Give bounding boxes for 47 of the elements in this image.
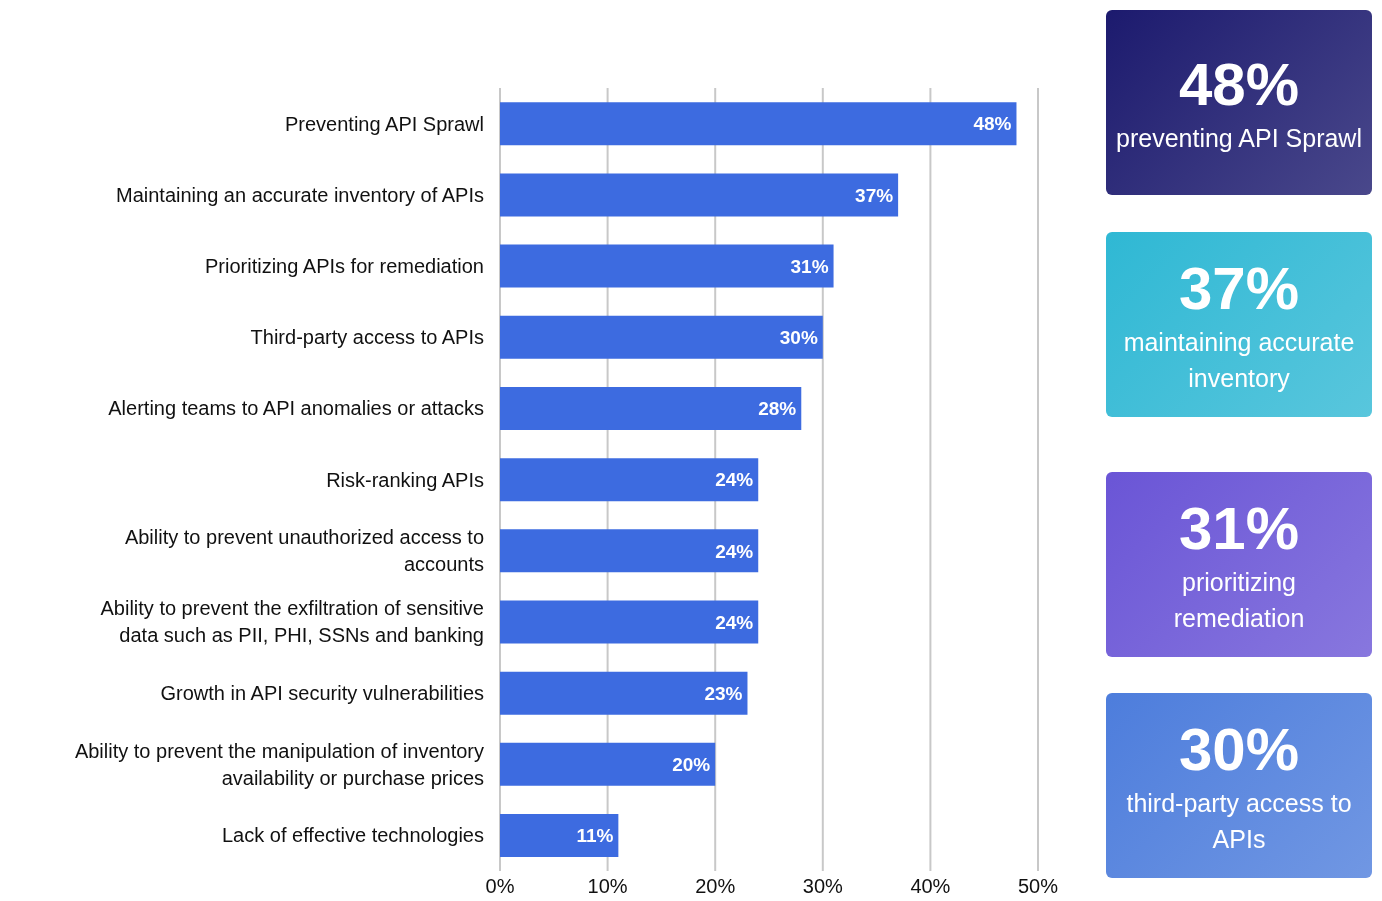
bar — [500, 386, 802, 430]
category-label: prioritizing remediation — [1172, 566, 1306, 634]
data-label: 24% — [715, 469, 754, 491]
bar — [500, 173, 899, 217]
y-tick-label: Ability to prevent the manipulation of inventory availability or purchase prices — [74, 739, 484, 789]
bar — [500, 244, 834, 288]
y-tick-label: Growth in API security vulnerabilities — [160, 682, 484, 705]
data-label: 20% — [672, 754, 711, 776]
bar — [500, 600, 759, 644]
bar — [500, 814, 619, 858]
data-label: 31% — [790, 255, 829, 277]
bar — [500, 458, 759, 502]
text: 37% — [1178, 254, 1300, 322]
y-tick-label: Ability to prevent the exfiltration of sensitive data such as PII, PHI, SSNs and banking — [100, 597, 484, 647]
y-tick-label: Maintaining an accurate inventory of APIs — [116, 183, 484, 206]
data-label: 48% — [973, 113, 1012, 135]
data-label: 24% — [715, 611, 754, 633]
text: 48% — [1178, 50, 1300, 118]
x-tick-label: 50% — [1017, 875, 1059, 898]
bar — [500, 102, 1017, 146]
category-label: preventing API Sprawl — [1115, 122, 1363, 154]
category-label: third-party access to APIs — [1125, 787, 1353, 855]
bar — [500, 671, 748, 715]
y-tick-label: Third-party access to APIs — [250, 326, 484, 349]
bar — [500, 315, 823, 359]
x-tick-label: 30% — [802, 875, 844, 898]
y-tick-label: Lack of effective technologies — [221, 824, 484, 847]
data-label: 23% — [704, 682, 743, 704]
y-tick-label: Ability to prevent unauthorized access to accounts — [124, 526, 484, 576]
text: 31% — [1178, 494, 1300, 562]
x-tick-label: 10% — [587, 875, 628, 898]
data-label: 37% — [855, 184, 894, 206]
data-label: 11% — [576, 825, 614, 847]
y-tick-label: Preventing API Sprawl — [285, 112, 484, 135]
y-tick-label: Risk-ranking APIs — [326, 468, 484, 491]
x-tick-label: 20% — [695, 875, 736, 898]
bar — [500, 529, 759, 573]
x-tick-label: 0% — [485, 875, 515, 898]
bar — [500, 742, 716, 786]
y-tick-label: Alerting teams to API anomalies or attacks — [108, 397, 484, 420]
category-label: maintaining accurate inventory — [1122, 326, 1356, 394]
data-label: 28% — [758, 398, 797, 420]
data-label: 30% — [779, 327, 818, 349]
data-label: 24% — [715, 540, 754, 562]
text: 30% — [1178, 715, 1300, 783]
y-tick-label: Prioritizing APIs for remediation — [204, 254, 484, 277]
x-tick-label: 40% — [910, 875, 951, 898]
